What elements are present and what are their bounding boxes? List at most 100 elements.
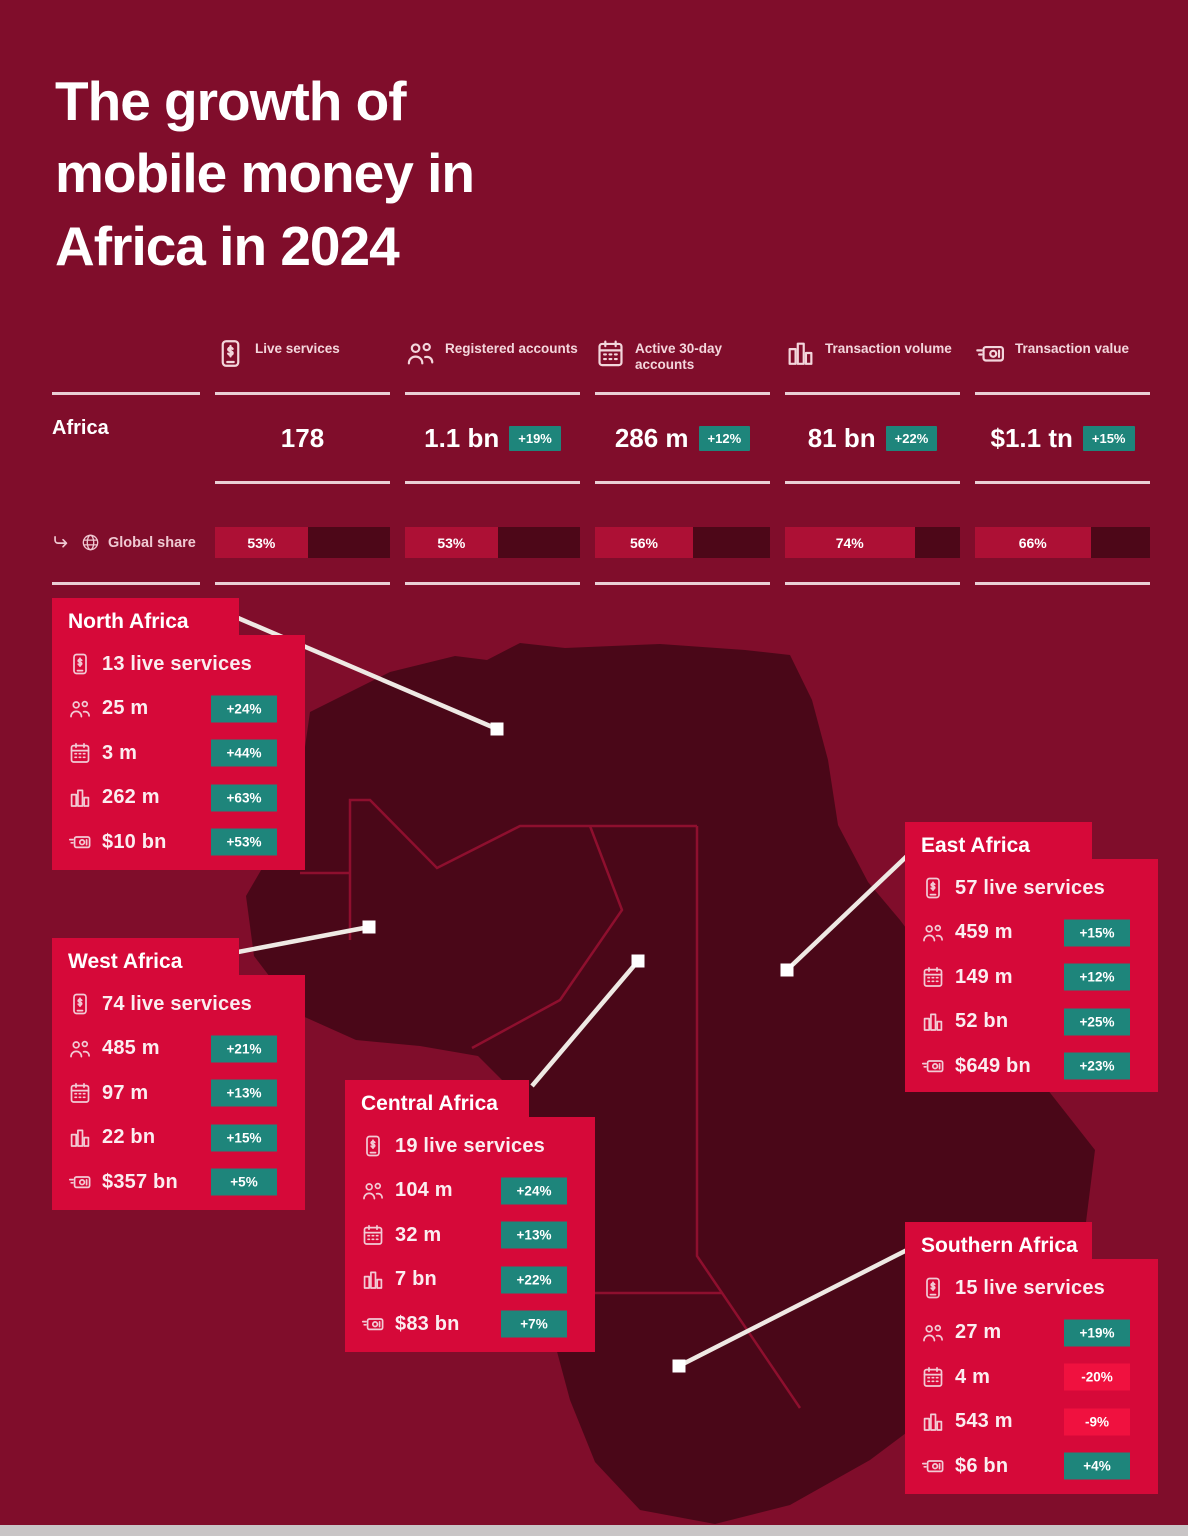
value-live-services: 178 xyxy=(215,395,390,484)
calendar-icon xyxy=(361,1223,395,1247)
col-header-label: Registered accounts xyxy=(445,341,578,356)
live-services-value: 15 live services xyxy=(955,1276,1105,1299)
bottom-strip xyxy=(0,1525,1188,1536)
region-stat-row: 19 live services xyxy=(361,1124,595,1169)
change-badge: +25% xyxy=(1064,1008,1130,1035)
region-stat-row: 3 m +44% xyxy=(68,731,305,776)
people-icon xyxy=(361,1179,395,1203)
bar-chart-icon xyxy=(921,1410,955,1434)
leader-line-east xyxy=(785,854,909,972)
live-services-value: 74 live services xyxy=(102,992,252,1015)
region-stat-row: 22 bn +15% xyxy=(68,1116,305,1161)
region-stat-row: 104 m +24% xyxy=(361,1169,595,1214)
change-badge: +19% xyxy=(509,425,561,451)
live-services-value: 13 live services xyxy=(102,652,252,675)
region-stat-row: 32 m +13% xyxy=(361,1213,595,1258)
change-badge: +7% xyxy=(501,1311,567,1338)
leader-dot-east xyxy=(780,963,794,977)
share-transaction-value: 66% xyxy=(975,503,1150,585)
region-callout-north-africa: North Africa 13 live services 25 m +24% … xyxy=(52,598,305,870)
share-bar: 53% xyxy=(215,527,390,558)
row-label-africa: Africa xyxy=(52,417,109,439)
globe-icon xyxy=(80,532,101,553)
region-stat-row: 57 live services xyxy=(921,866,1158,911)
change-badge: +53% xyxy=(211,829,277,856)
change-badge: +12% xyxy=(1064,964,1130,991)
phone-dollar-icon xyxy=(361,1134,395,1158)
region-stat-row: 149 m +12% xyxy=(921,955,1158,1000)
value-transaction-volume: 81 bn +22% xyxy=(785,395,960,484)
phone-dollar-icon xyxy=(921,876,955,900)
region-stat-row: $83 bn +7% xyxy=(361,1302,595,1347)
banknote-icon xyxy=(975,338,1006,369)
col-header-transaction-volume: Transaction volume xyxy=(785,338,960,395)
share-bar: 56% xyxy=(595,527,770,558)
leader-line-west xyxy=(237,924,370,955)
region-stat-row: $6 bn +4% xyxy=(921,1444,1158,1489)
banknote-icon xyxy=(921,1054,955,1078)
region-stat-row: $649 bn +23% xyxy=(921,1044,1158,1089)
calendar-icon xyxy=(595,338,626,369)
region-callout-west-africa: West Africa 74 live services 485 m +21% … xyxy=(52,938,305,1210)
change-badge: +15% xyxy=(211,1124,277,1151)
banknote-icon xyxy=(68,830,102,854)
change-badge: +13% xyxy=(211,1080,277,1107)
region-stat-row: 15 live services xyxy=(921,1266,1158,1311)
calendar-icon xyxy=(921,1365,955,1389)
col-header-label: Active 30-day accounts xyxy=(635,341,723,372)
col-header-transaction-value: Transaction value xyxy=(975,338,1150,395)
share-bar: 66% xyxy=(975,527,1150,558)
col-header-label: Live services xyxy=(255,341,340,356)
change-badge: +63% xyxy=(211,784,277,811)
phone-dollar-icon xyxy=(68,652,102,676)
calendar-icon xyxy=(68,1081,102,1105)
people-icon xyxy=(405,338,436,369)
bar-chart-icon xyxy=(361,1268,395,1292)
region-stat-row: 543 m -9% xyxy=(921,1400,1158,1445)
change-badge: +4% xyxy=(1064,1453,1130,1480)
banknote-icon xyxy=(361,1312,395,1336)
region-stat-row: 97 m +13% xyxy=(68,1071,305,1116)
header-spacer xyxy=(52,338,200,395)
region-title: Southern Africa xyxy=(921,1234,1078,1257)
people-icon xyxy=(68,697,102,721)
region-border-west-central xyxy=(471,825,624,1050)
share-bar: 53% xyxy=(405,527,580,558)
phone-dollar-icon xyxy=(215,338,246,369)
region-stat-row: 25 m +24% xyxy=(68,687,305,732)
leader-dot-north xyxy=(490,722,504,736)
region-stat-row: 74 live services xyxy=(68,982,305,1027)
region-callout-central-africa: Central Africa 19 live services 104 m +2… xyxy=(345,1080,595,1352)
value-active-accounts: 286 m +12% xyxy=(595,395,770,484)
region-stat-row: $357 bn +5% xyxy=(68,1160,305,1205)
col-header-live-services: Live services xyxy=(215,338,390,395)
change-badge: +22% xyxy=(885,425,938,451)
value-registered-accounts: 1.1 bn +19% xyxy=(405,395,580,484)
change-badge: +24% xyxy=(501,1177,567,1204)
change-badge: -20% xyxy=(1064,1364,1130,1391)
region-stat-row: 4 m -20% xyxy=(921,1355,1158,1400)
phone-dollar-icon xyxy=(68,992,102,1016)
region-title: Central Africa xyxy=(361,1092,498,1115)
change-badge: +23% xyxy=(1064,1053,1130,1080)
live-services-value: 19 live services xyxy=(395,1134,545,1157)
page-title: The growth of mobile money in Africa in … xyxy=(55,69,475,278)
phone-dollar-icon xyxy=(921,1276,955,1300)
share-bar: 74% xyxy=(785,527,960,558)
calendar-icon xyxy=(68,741,102,765)
change-badge: +19% xyxy=(1064,1319,1130,1346)
col-header-label: Transaction value xyxy=(1015,341,1130,356)
banknote-icon xyxy=(68,1170,102,1194)
stats-table: Live services Registered accounts Active… xyxy=(52,338,1150,585)
region-stat-row: $10 bn +53% xyxy=(68,820,305,865)
people-icon xyxy=(921,921,955,945)
change-badge: -9% xyxy=(1064,1408,1130,1435)
share-live-services: 53% xyxy=(215,503,390,585)
leader-dot-southern xyxy=(672,1359,686,1373)
share-registered-accounts: 53% xyxy=(405,503,580,585)
banknote-icon xyxy=(921,1454,955,1478)
region-stat-row: 13 live services xyxy=(68,642,305,687)
share-transaction-volume: 74% xyxy=(785,503,960,585)
leader-dot-west xyxy=(362,920,376,934)
